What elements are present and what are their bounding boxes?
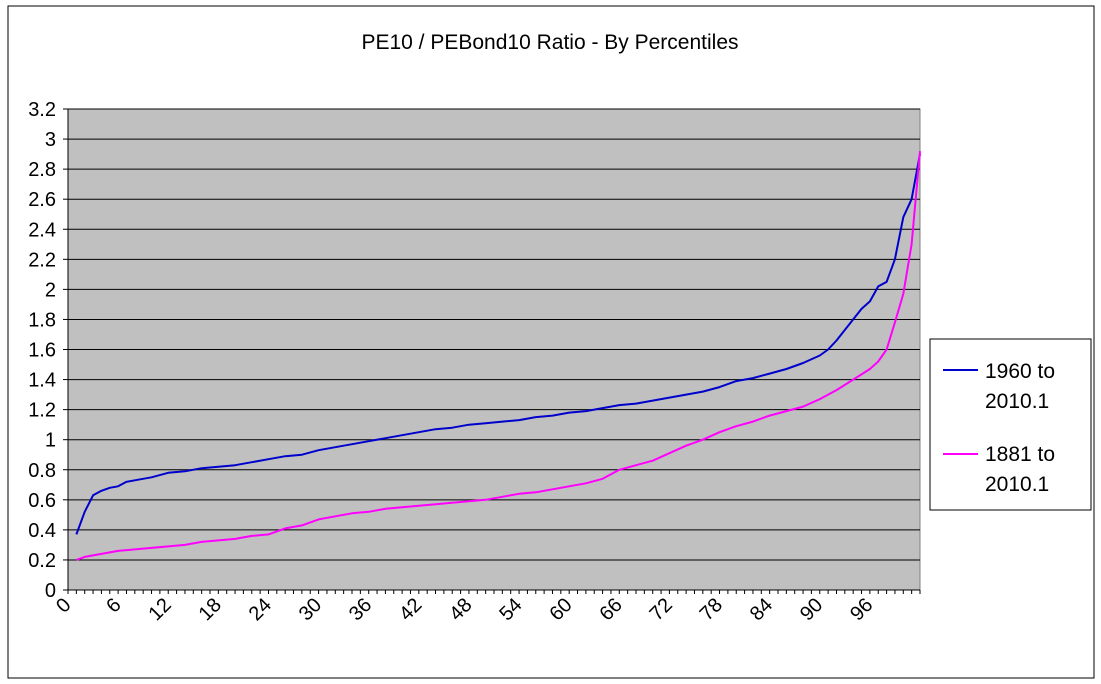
grid-lines <box>68 108 920 591</box>
legend-label-1960-line2: 2010.1 <box>985 390 1049 413</box>
legend-box <box>929 338 1092 511</box>
legend: 1960 to 2010.1 1881 to 2010.1 <box>929 338 1092 511</box>
y-tick-label-4: 0.8 <box>28 460 56 482</box>
legend-label-1960-line1: 1960 to <box>985 360 1055 383</box>
y-tick-label-8: 1.6 <box>28 340 56 362</box>
y-tick-label-9: 1.8 <box>28 309 56 331</box>
y-tick-label-3: 0.6 <box>28 490 56 512</box>
y-tick-label-0: 0 <box>45 580 56 602</box>
y-tick-label-11: 2.2 <box>28 249 56 271</box>
y-axis: 0 0.2 0.4 0.6 0.8 1 1.2 1.4 1.6 1.8 2 2.2 2.4 2.6 2.8 3… <box>28 99 69 602</box>
y-tick-label-6: 1.2 <box>28 400 56 422</box>
legend-label-1881-line1: 1881 to <box>985 443 1055 466</box>
y-tick-label-13: 2.6 <box>28 189 56 211</box>
y-tick-label-2: 0.4 <box>28 520 56 542</box>
chart-title: PE10 / PEBond10 Ratio - By Percentiles <box>361 31 738 54</box>
y-tick-label-7: 1.4 <box>28 370 56 392</box>
y-tick-label-5: 1 <box>45 430 56 452</box>
y-tick-label-1: 0.2 <box>28 550 56 572</box>
series-lines <box>75 151 921 561</box>
y-tick-label-16: 3.2 <box>28 99 56 121</box>
y-tick-label-14: 2.8 <box>28 159 56 181</box>
series-line-0 <box>75 153 921 535</box>
y-tick-label-10: 2 <box>45 279 56 301</box>
legend-label-1881-line2: 2010.1 <box>985 473 1049 496</box>
y-tick-label-15: 3 <box>45 129 56 151</box>
series-line-1 <box>76 151 921 561</box>
y-tick-label-12: 2.4 <box>28 219 56 241</box>
